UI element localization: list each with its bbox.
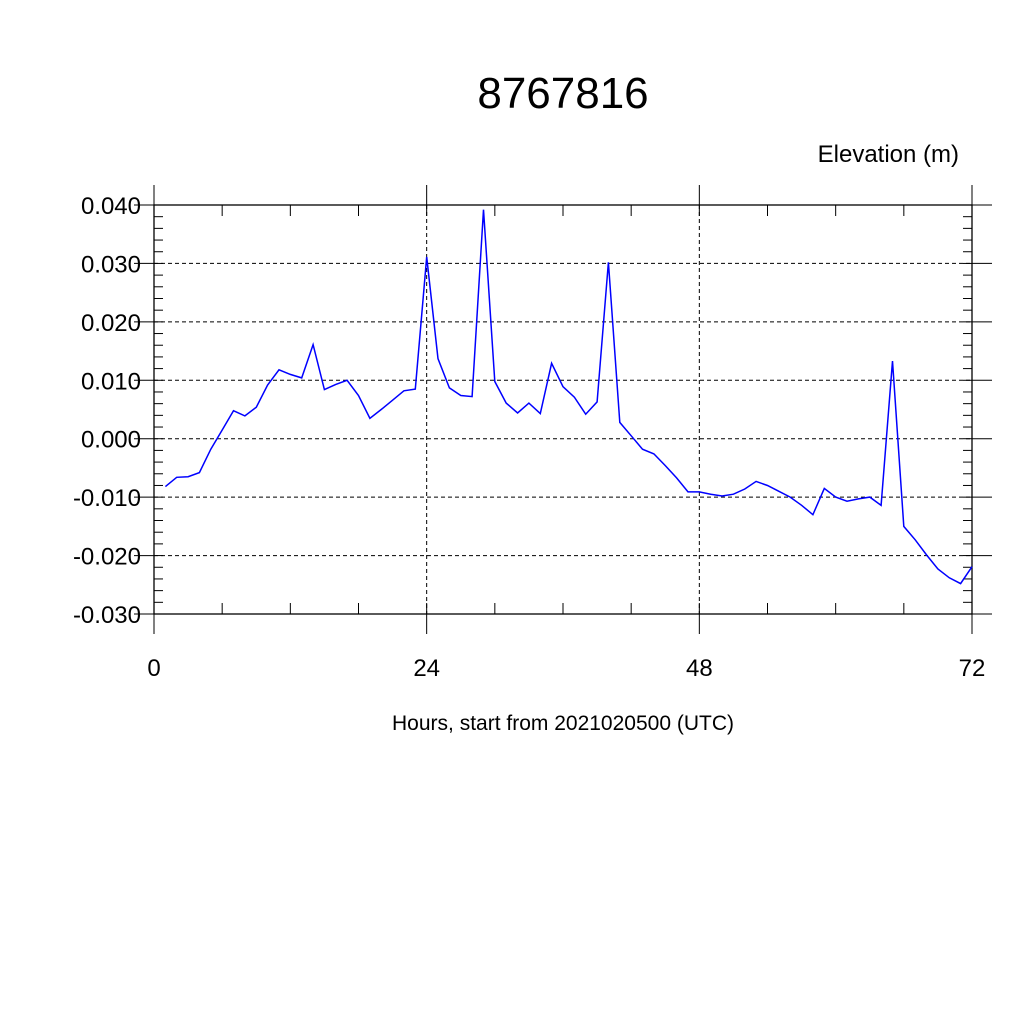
y-tick-labels: -0.030 -0.020 -0.010 0.000 0.010 0.020 0.030 0.… <box>73 193 141 629</box>
chart-subtitle: Elevation (m) <box>818 141 959 168</box>
x-tick-labels: 0 24 48 72 <box>147 655 985 682</box>
y-tick-label: 0.030 <box>81 251 141 278</box>
x-tick-label: 0 <box>147 655 160 682</box>
x-tick-label: 24 <box>413 655 440 682</box>
y-tick-label: -0.010 <box>73 485 141 512</box>
series-line <box>164 209 973 585</box>
series-layer <box>164 209 973 585</box>
y-tick-label: 0.020 <box>81 310 141 337</box>
x-tick-label: 48 <box>686 655 713 682</box>
y-tick-label: 0.040 <box>81 193 141 220</box>
axis-ticks <box>134 185 992 634</box>
y-tick-label: -0.020 <box>73 544 141 571</box>
x-tick-label: 72 <box>959 655 986 682</box>
y-tick-label: 0.000 <box>81 427 141 454</box>
x-axis-label: Hours, start from 2021020500 (UTC) <box>392 712 734 735</box>
plot-frame <box>153 204 973 615</box>
y-tick-label: -0.030 <box>73 602 141 629</box>
y-tick-label: 0.010 <box>81 368 141 395</box>
chart-title: 8767816 <box>477 69 648 118</box>
gridlines <box>153 204 973 615</box>
